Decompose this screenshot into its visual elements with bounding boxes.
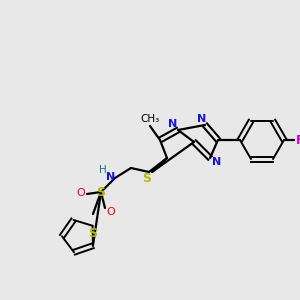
Text: N: N: [197, 114, 207, 124]
Text: S: S: [88, 227, 97, 240]
Text: S: S: [97, 187, 106, 200]
Text: N: N: [168, 119, 178, 129]
Text: S: S: [142, 172, 152, 184]
Text: O: O: [106, 207, 116, 217]
Text: F: F: [296, 134, 300, 146]
Text: CH₃: CH₃: [140, 114, 160, 124]
Text: N: N: [106, 172, 116, 182]
Text: N: N: [212, 157, 222, 167]
Text: O: O: [76, 188, 85, 198]
Text: H: H: [99, 165, 107, 175]
